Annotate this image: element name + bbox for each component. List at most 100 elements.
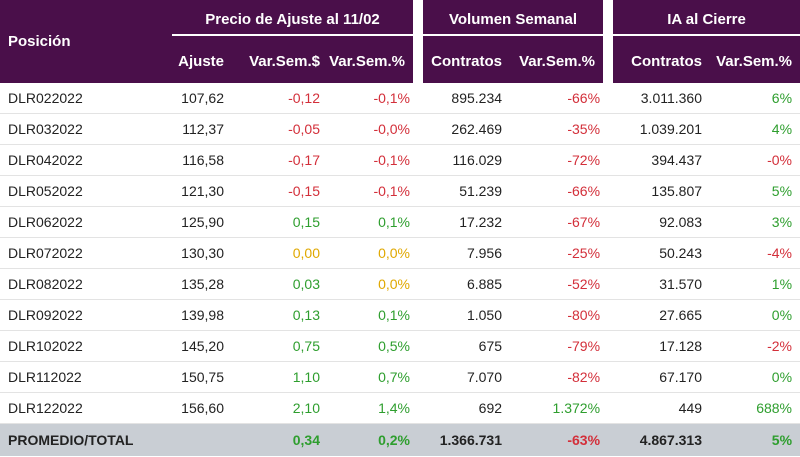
header-group-ia-label: IA al Cierre bbox=[613, 5, 800, 36]
table-row: DLR092022 139,98 0,13 0,1% 1.050 -80% 27.665 0% bbox=[0, 299, 800, 331]
contratos-vol-cell: 692 bbox=[418, 392, 511, 424]
var-sem-vol-cell: -66% bbox=[510, 175, 609, 207]
var-sem-ia-cell: 688% bbox=[710, 392, 800, 424]
var-sem-pct-cell: 0,0% bbox=[328, 268, 419, 300]
table-row: DLR102022 145,20 0,75 0,5% 675 -79% 17.128 -2% bbox=[0, 330, 800, 362]
var-sem-vol-cell: -25% bbox=[510, 237, 609, 269]
var-sem-pct-cell: -0,1% bbox=[328, 175, 419, 207]
header-var-sem-ia: Var.Sem.% bbox=[710, 40, 800, 83]
table-header: Posición Precio de Ajuste al 11/02 Volum… bbox=[0, 0, 800, 83]
var-sem-pesos-cell: 2,10 bbox=[232, 392, 328, 424]
position-cell: DLR082022 bbox=[0, 268, 172, 300]
var-sem-vol-cell: -63% bbox=[510, 423, 609, 456]
position-cell: DLR072022 bbox=[0, 237, 172, 269]
header-contratos-ia: Contratos bbox=[603, 40, 711, 83]
var-sem-pct-cell: -0,1% bbox=[328, 144, 419, 176]
var-sem-ia-cell: -0% bbox=[710, 144, 800, 176]
ajuste-cell: 125,90 bbox=[172, 206, 232, 238]
var-sem-pesos-cell: 1,10 bbox=[232, 361, 328, 393]
header-group-ia: IA al Cierre bbox=[603, 0, 800, 40]
position-cell: DLR122022 bbox=[0, 392, 172, 424]
var-sem-pct-cell: 0,1% bbox=[328, 206, 419, 238]
header-group-price-label: Precio de Ajuste al 11/02 bbox=[172, 5, 414, 36]
contratos-ia-cell: 92.083 bbox=[608, 206, 711, 238]
var-sem-vol-cell: -66% bbox=[510, 83, 609, 114]
contratos-ia-cell: 4.867.313 bbox=[608, 423, 711, 456]
position-cell: DLR092022 bbox=[0, 299, 172, 331]
position-cell: DLR032022 bbox=[0, 113, 172, 145]
ajuste-cell: 150,75 bbox=[172, 361, 232, 393]
header-group-price: Precio de Ajuste al 11/02 bbox=[172, 0, 419, 40]
position-cell: DLR102022 bbox=[0, 330, 172, 362]
table-row: DLR082022 135,28 0,03 0,0% 6.885 -52% 31.570 1% bbox=[0, 268, 800, 300]
var-sem-vol-cell: -67% bbox=[510, 206, 609, 238]
position-cell: DLR062022 bbox=[0, 206, 172, 238]
table-row: DLR112022 150,75 1,10 0,7% 7.070 -82% 67.170 0% bbox=[0, 361, 800, 393]
var-sem-pct-cell: 0,5% bbox=[328, 330, 419, 362]
var-sem-ia-cell: 3% bbox=[710, 206, 800, 238]
contratos-ia-cell: 1.039.201 bbox=[608, 113, 711, 145]
var-sem-pesos-cell: -0,05 bbox=[232, 113, 328, 145]
contratos-vol-cell: 51.239 bbox=[418, 175, 511, 207]
contratos-vol-cell: 7.956 bbox=[418, 237, 511, 269]
contratos-vol-cell: 6.885 bbox=[418, 268, 511, 300]
table-row: DLR052022 121,30 -0,15 -0,1% 51.239 -66% 135.8… bbox=[0, 175, 800, 207]
contratos-vol-cell: 262.469 bbox=[418, 113, 511, 145]
header-group-volume: Volumen Semanal bbox=[413, 0, 609, 40]
var-sem-pct-cell: -0,1% bbox=[328, 83, 419, 114]
position-cell: DLR022022 bbox=[0, 83, 172, 114]
ajuste-cell bbox=[172, 423, 232, 456]
ajuste-cell: 107,62 bbox=[172, 83, 232, 114]
var-sem-vol-cell: 1.372% bbox=[510, 392, 609, 424]
ajuste-cell: 130,30 bbox=[172, 237, 232, 269]
header-var-sem-vol: Var.Sem.% bbox=[510, 40, 609, 83]
var-sem-ia-cell: 1% bbox=[710, 268, 800, 300]
var-sem-vol-cell: -82% bbox=[510, 361, 609, 393]
ajuste-cell: 112,37 bbox=[172, 113, 232, 145]
var-sem-pct-cell: 0,7% bbox=[328, 361, 419, 393]
table-row: DLR062022 125,90 0,15 0,1% 17.232 -67% 92.083 3… bbox=[0, 206, 800, 238]
contratos-vol-cell: 7.070 bbox=[418, 361, 511, 393]
var-sem-ia-cell: 4% bbox=[710, 113, 800, 145]
var-sem-vol-cell: -79% bbox=[510, 330, 609, 362]
table-row: DLR032022 112,37 -0,05 -0,0% 262.469 -35% 1.03… bbox=[0, 113, 800, 145]
var-sem-vol-cell: -80% bbox=[510, 299, 609, 331]
var-sem-pesos-cell: -0,17 bbox=[232, 144, 328, 176]
var-sem-ia-cell: 0% bbox=[710, 361, 800, 393]
header-group-volume-label: Volumen Semanal bbox=[423, 5, 604, 36]
ajuste-cell: 135,28 bbox=[172, 268, 232, 300]
var-sem-pesos-cell: 0,13 bbox=[232, 299, 328, 331]
header-var-sem-pct: Var.Sem.% bbox=[328, 40, 419, 83]
contratos-vol-cell: 895.234 bbox=[418, 83, 511, 114]
var-sem-vol-cell: -35% bbox=[510, 113, 609, 145]
contratos-ia-cell: 394.437 bbox=[608, 144, 711, 176]
ajuste-cell: 139,98 bbox=[172, 299, 232, 331]
var-sem-pesos-cell: 0,03 bbox=[232, 268, 328, 300]
var-sem-vol-cell: -72% bbox=[510, 144, 609, 176]
var-sem-pct-cell: -0,0% bbox=[328, 113, 419, 145]
table-row: DLR042022 116,58 -0,17 -0,1% 116.029 -72% 394.… bbox=[0, 144, 800, 176]
contratos-vol-cell: 17.232 bbox=[418, 206, 511, 238]
contratos-ia-cell: 3.011.360 bbox=[608, 83, 711, 114]
contratos-ia-cell: 449 bbox=[608, 392, 711, 424]
table-row: DLR022022 107,62 -0,12 -0,1% 895.234 -66% 3.01… bbox=[0, 83, 800, 114]
var-sem-pct-cell: 0,2% bbox=[328, 423, 419, 456]
var-sem-vol-cell: -52% bbox=[510, 268, 609, 300]
contratos-vol-cell: 116.029 bbox=[418, 144, 511, 176]
var-sem-ia-cell: 5% bbox=[710, 175, 800, 207]
contratos-vol-cell: 1.366.731 bbox=[418, 423, 511, 456]
ajuste-cell: 145,20 bbox=[172, 330, 232, 362]
contratos-vol-cell: 1.050 bbox=[418, 299, 511, 331]
header-var-sem-pesos: Var.Sem.$ bbox=[232, 40, 328, 83]
ajuste-cell: 121,30 bbox=[172, 175, 232, 207]
contratos-ia-cell: 135.807 bbox=[608, 175, 711, 207]
table-row: DLR122022 156,60 2,10 1,4% 692 1.372% 449 688% bbox=[0, 392, 800, 424]
var-sem-ia-cell: 5% bbox=[710, 423, 800, 456]
var-sem-pct-cell: 0,0% bbox=[328, 237, 419, 269]
position-cell: DLR042022 bbox=[0, 144, 172, 176]
var-sem-ia-cell: 0% bbox=[710, 299, 800, 331]
var-sem-ia-cell: -2% bbox=[710, 330, 800, 362]
table-body: DLR022022 107,62 -0,12 -0,1% 895.234 -66% 3.01… bbox=[0, 83, 800, 456]
position-cell: PROMEDIO/TOTAL bbox=[0, 423, 172, 456]
